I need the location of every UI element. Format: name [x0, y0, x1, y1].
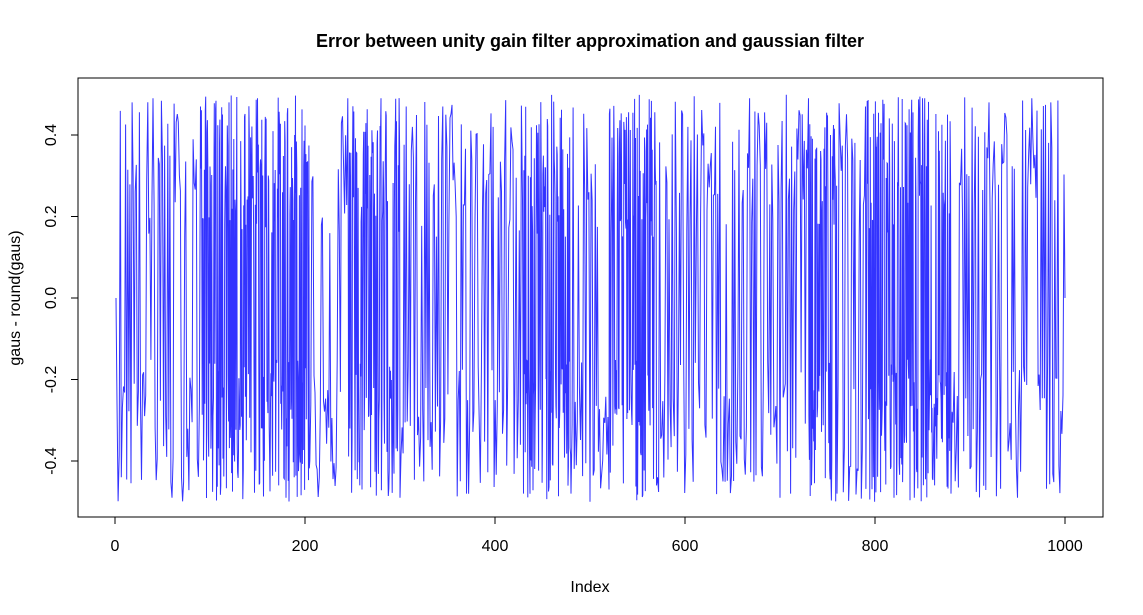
y-axis: -0.4 -0.2 0.0 0.2 0.4	[43, 124, 79, 475]
x-axis-label: Index	[570, 579, 609, 596]
series-line	[115, 94, 1066, 502]
y-tick-label: 0.0	[43, 287, 60, 309]
x-tick-label: 400	[482, 538, 509, 555]
y-tick-label: -0.4	[43, 447, 60, 475]
y-tick-label: 0.4	[43, 124, 60, 146]
y-axis-label: gaus - round(gaus)	[7, 230, 24, 365]
y-tick-label: 0.2	[43, 205, 60, 227]
x-tick-label: 800	[862, 538, 889, 555]
x-tick-label: 1000	[1047, 538, 1083, 555]
x-tick-label: 0	[111, 538, 120, 555]
y-tick-label: -0.2	[43, 366, 60, 394]
plot-area	[115, 94, 1066, 502]
x-tick-label: 600	[672, 538, 699, 555]
x-tick-label: 200	[292, 538, 319, 555]
x-axis: 0 200 400 600 800 1000	[111, 516, 1083, 555]
chart-title: Error between unity gain filter approxim…	[316, 31, 864, 51]
